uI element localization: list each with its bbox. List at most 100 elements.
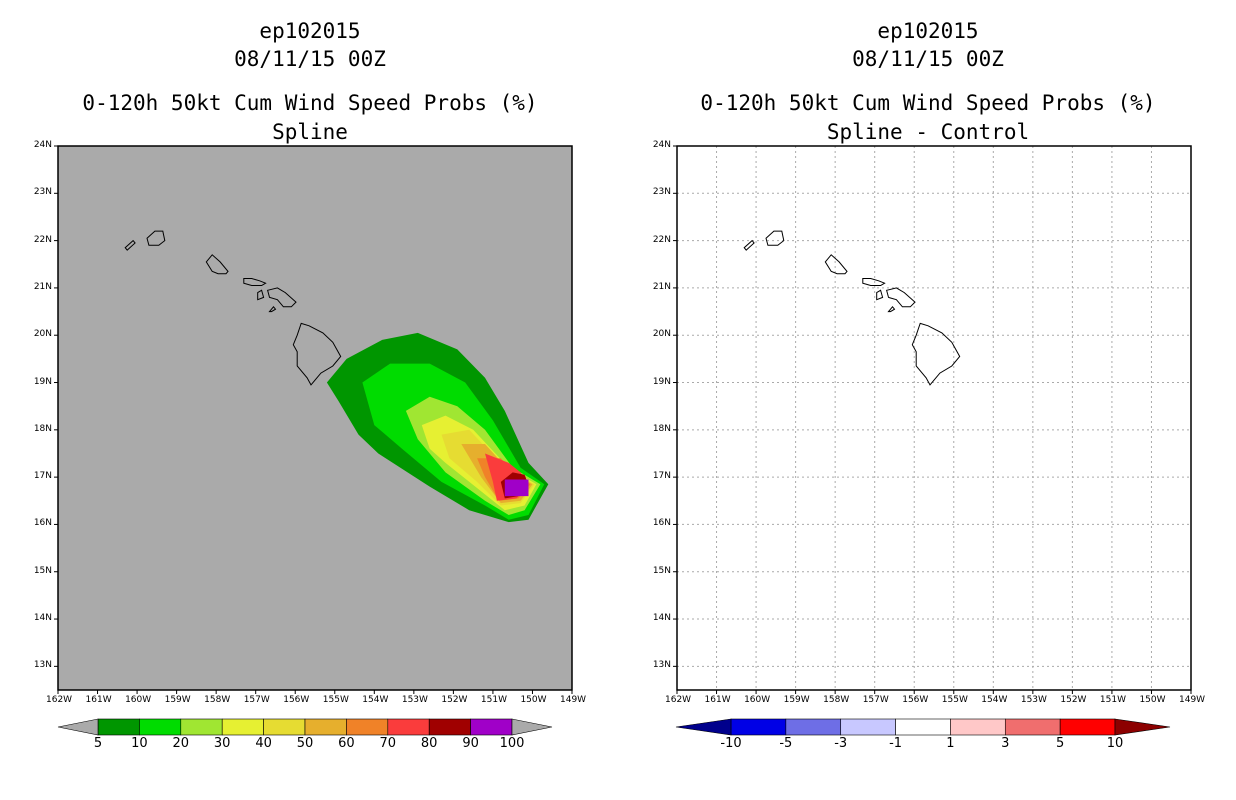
plot-area bbox=[677, 146, 1191, 690]
colorbar-segment bbox=[840, 718, 896, 736]
x-tick-label: 152W bbox=[1060, 695, 1087, 705]
x-tick-label: 162W bbox=[665, 695, 692, 705]
y-tick-label: 15N bbox=[652, 565, 671, 576]
x-tick-label: 151W bbox=[480, 695, 507, 705]
plot-frame bbox=[57, 145, 573, 691]
coastline-island bbox=[876, 289, 884, 301]
colorbar-label: -5 bbox=[779, 736, 793, 751]
right-title-storm: ep102015 bbox=[877, 19, 979, 43]
coastline-island bbox=[124, 239, 136, 251]
coastline-island bbox=[862, 278, 886, 286]
colorbar-segment bbox=[139, 718, 182, 736]
y-tick-label: 20N bbox=[33, 329, 52, 340]
coastline-island bbox=[266, 287, 297, 308]
x-tick-label: 158W bbox=[204, 695, 231, 705]
right-title-method: Spline - Control bbox=[826, 120, 1030, 144]
colorbar-label: -10 bbox=[720, 736, 742, 751]
coastline-island bbox=[885, 287, 916, 308]
x-tick-label: 150W bbox=[520, 695, 547, 705]
colorbar-segment bbox=[785, 718, 842, 736]
colorbar-label: 90 bbox=[462, 736, 479, 751]
left-title-method: Spline bbox=[272, 120, 348, 144]
coastline-island bbox=[268, 306, 277, 313]
y-tick-label: 23N bbox=[33, 187, 52, 198]
right-title-time: 08/11/15 00Z bbox=[852, 47, 1004, 71]
y-tick-label: 15N bbox=[33, 565, 52, 576]
x-tick-label: 154W bbox=[362, 695, 389, 705]
panel-difference bbox=[673, 145, 1192, 736]
colorbar-segment bbox=[428, 718, 471, 736]
colorbar-label: 1 bbox=[946, 736, 955, 751]
y-tick-label: 18N bbox=[652, 423, 671, 434]
colorbar-label: 3 bbox=[1001, 736, 1010, 751]
x-tick-label: 159W bbox=[783, 695, 810, 705]
x-tick-label: 160W bbox=[744, 695, 771, 705]
plot-frame bbox=[676, 145, 1192, 691]
coastline-island bbox=[824, 254, 848, 275]
colorbar bbox=[675, 718, 1171, 736]
colorbar-under-triangle bbox=[675, 718, 732, 736]
x-tick-label: 149W bbox=[560, 695, 587, 705]
x-tick-label: 156W bbox=[283, 695, 310, 705]
colorbar-label: 5 bbox=[93, 736, 103, 751]
plot-background bbox=[677, 146, 1191, 690]
colorbar-segment bbox=[1004, 718, 1061, 736]
y-tick-label: 20N bbox=[652, 329, 671, 340]
colorbar-label: 50 bbox=[296, 736, 314, 751]
colorbar-segment bbox=[304, 718, 347, 736]
colorbar-label: 10 bbox=[1106, 736, 1124, 751]
coastline-island bbox=[911, 322, 961, 386]
colorbar-label: -3 bbox=[834, 736, 848, 751]
y-tick-label: 18N bbox=[33, 423, 52, 434]
x-tick-label: 160W bbox=[125, 695, 152, 705]
coastline-island bbox=[205, 254, 229, 275]
y-tick-label: 23N bbox=[652, 187, 671, 198]
y-tick-label: 19N bbox=[652, 376, 671, 387]
left-title-product: 0-120h 50kt Cum Wind Speed Probs (%) bbox=[82, 91, 538, 115]
x-tick-label: 151W bbox=[1099, 695, 1126, 705]
y-tick-label: 13N bbox=[652, 660, 671, 671]
colorbar-label: -1 bbox=[889, 736, 903, 751]
y-tick-label: 14N bbox=[33, 613, 52, 624]
colorbar-label: 30 bbox=[213, 736, 231, 751]
x-tick-label: 153W bbox=[401, 695, 428, 705]
x-tick-label: 150W bbox=[1139, 695, 1166, 705]
x-tick-label: 154W bbox=[981, 695, 1008, 705]
colorbar-segment bbox=[1059, 718, 1116, 736]
colorbar-label: 100 bbox=[499, 736, 525, 751]
coastline-island bbox=[146, 230, 166, 246]
y-tick-label: 21N bbox=[652, 281, 671, 292]
y-tick-label: 14N bbox=[652, 613, 671, 624]
colorbar-segment bbox=[895, 718, 951, 736]
left-title-storm: ep102015 bbox=[259, 19, 361, 43]
x-tick-label: 152W bbox=[441, 695, 468, 705]
x-tick-label: 161W bbox=[85, 695, 112, 705]
left-title-time: 08/11/15 00Z bbox=[234, 47, 386, 71]
coastline-island bbox=[765, 230, 785, 246]
coastline-island bbox=[292, 322, 342, 386]
y-tick-label: 22N bbox=[652, 234, 671, 245]
colorbar-segment bbox=[730, 718, 787, 736]
y-tick-label: 16N bbox=[33, 518, 52, 529]
x-tick-label: 155W bbox=[941, 695, 968, 705]
colorbar-label: 20 bbox=[172, 736, 190, 751]
x-tick-label: 149W bbox=[1179, 695, 1206, 705]
colorbar-segment bbox=[387, 718, 430, 736]
y-tick-label: 13N bbox=[33, 660, 52, 671]
y-tick-label: 24N bbox=[652, 140, 671, 150]
colorbar-label: 70 bbox=[379, 736, 397, 751]
x-tick-label: 156W bbox=[902, 695, 929, 705]
x-tick-label: 157W bbox=[243, 695, 270, 705]
x-tick-label: 155W bbox=[322, 695, 349, 705]
x-tick-label: 161W bbox=[704, 695, 731, 705]
colorbar-segment bbox=[180, 718, 223, 736]
colorbar-segment bbox=[221, 718, 264, 736]
colorbar-segment bbox=[470, 718, 513, 736]
y-tick-label: 17N bbox=[652, 471, 671, 482]
x-tick-label: 162W bbox=[46, 695, 73, 705]
colorbar-label: 10 bbox=[131, 736, 148, 751]
plot-area bbox=[124, 230, 549, 523]
colorbar-over-triangle bbox=[511, 718, 553, 736]
colorbar-over-triangle bbox=[1114, 718, 1171, 736]
